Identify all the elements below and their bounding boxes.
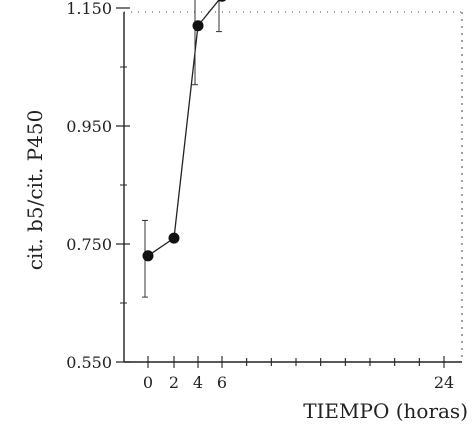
x-axis-title: TIEMPO (horas)	[303, 399, 468, 423]
plot-frame	[123, 11, 463, 363]
x-tick-label: 0	[143, 373, 153, 392]
y-tick-label: 0.550	[66, 353, 112, 372]
axis-ticks	[116, 7, 445, 368]
x-tick-label: 6	[217, 373, 227, 392]
y-tick-label: 1.150	[66, 0, 112, 18]
x-tick-label: 2	[169, 373, 179, 392]
y-tick-label: 0.950	[66, 117, 112, 136]
data-point	[218, 0, 226, 2]
y-tick-label: 0.750	[66, 235, 112, 254]
series	[142, 0, 226, 298]
data-point	[192, 20, 204, 32]
x-tick-labels: 0 2 4 6 24	[143, 373, 454, 392]
series-line	[147, 0, 220, 257]
data-point	[168, 232, 180, 244]
y-axis-title: cit. b5/cit. P450	[23, 110, 47, 271]
x-tick-label: 4	[193, 373, 203, 392]
x-tick-label: 24	[434, 373, 454, 392]
data-point	[142, 250, 154, 262]
